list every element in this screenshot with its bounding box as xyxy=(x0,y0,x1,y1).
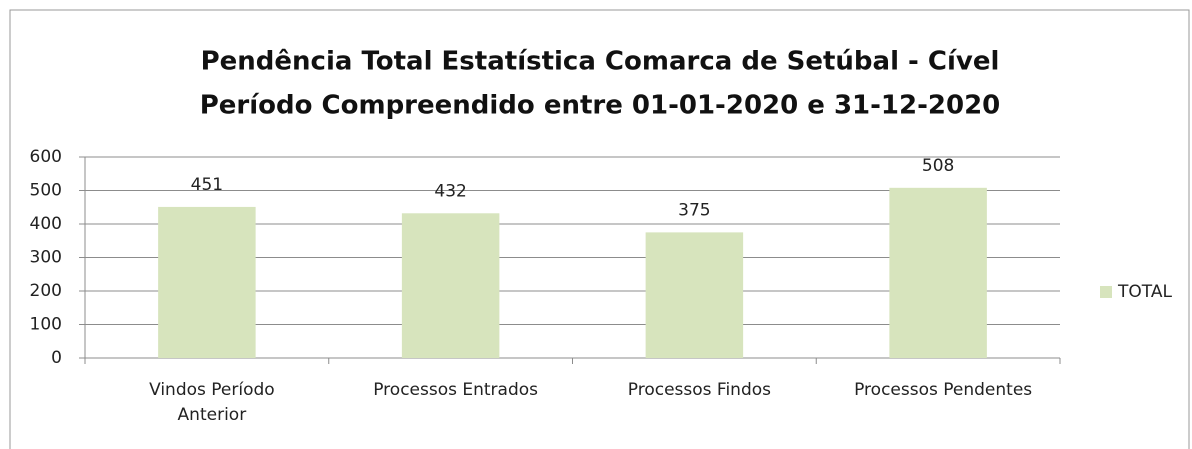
bar xyxy=(645,232,744,358)
data-label: 375 xyxy=(678,200,710,220)
bar xyxy=(889,187,987,358)
y-tick-label: 200 xyxy=(30,281,62,301)
y-tick-label: 100 xyxy=(30,315,62,335)
x-tick-label: Processos Entrados xyxy=(373,380,539,400)
x-tick-label: Processos Pendentes xyxy=(854,380,1033,400)
y-tick-label: 400 xyxy=(30,214,62,234)
bar xyxy=(158,206,256,358)
x-tick-label: Vindos Período Anterior xyxy=(149,380,275,425)
x-tick-label: Processos Findos xyxy=(627,380,771,400)
data-label: 508 xyxy=(922,156,954,176)
legend-label: TOTAL xyxy=(1117,282,1172,302)
chart-subtitle: Período Compreendido entre 01-01-2020 e … xyxy=(200,91,1001,121)
y-tick-label: 300 xyxy=(30,248,62,268)
legend-swatch xyxy=(1100,286,1112,298)
y-tick-label: 500 xyxy=(30,181,62,201)
data-label: 451 xyxy=(191,175,223,195)
data-label: 432 xyxy=(434,181,466,201)
y-tick-label: 0 xyxy=(51,348,62,368)
bar xyxy=(401,213,500,358)
y-tick-label: 600 xyxy=(30,147,62,167)
chart-title: Pendência Total Estatística Comarca de S… xyxy=(201,47,1000,77)
